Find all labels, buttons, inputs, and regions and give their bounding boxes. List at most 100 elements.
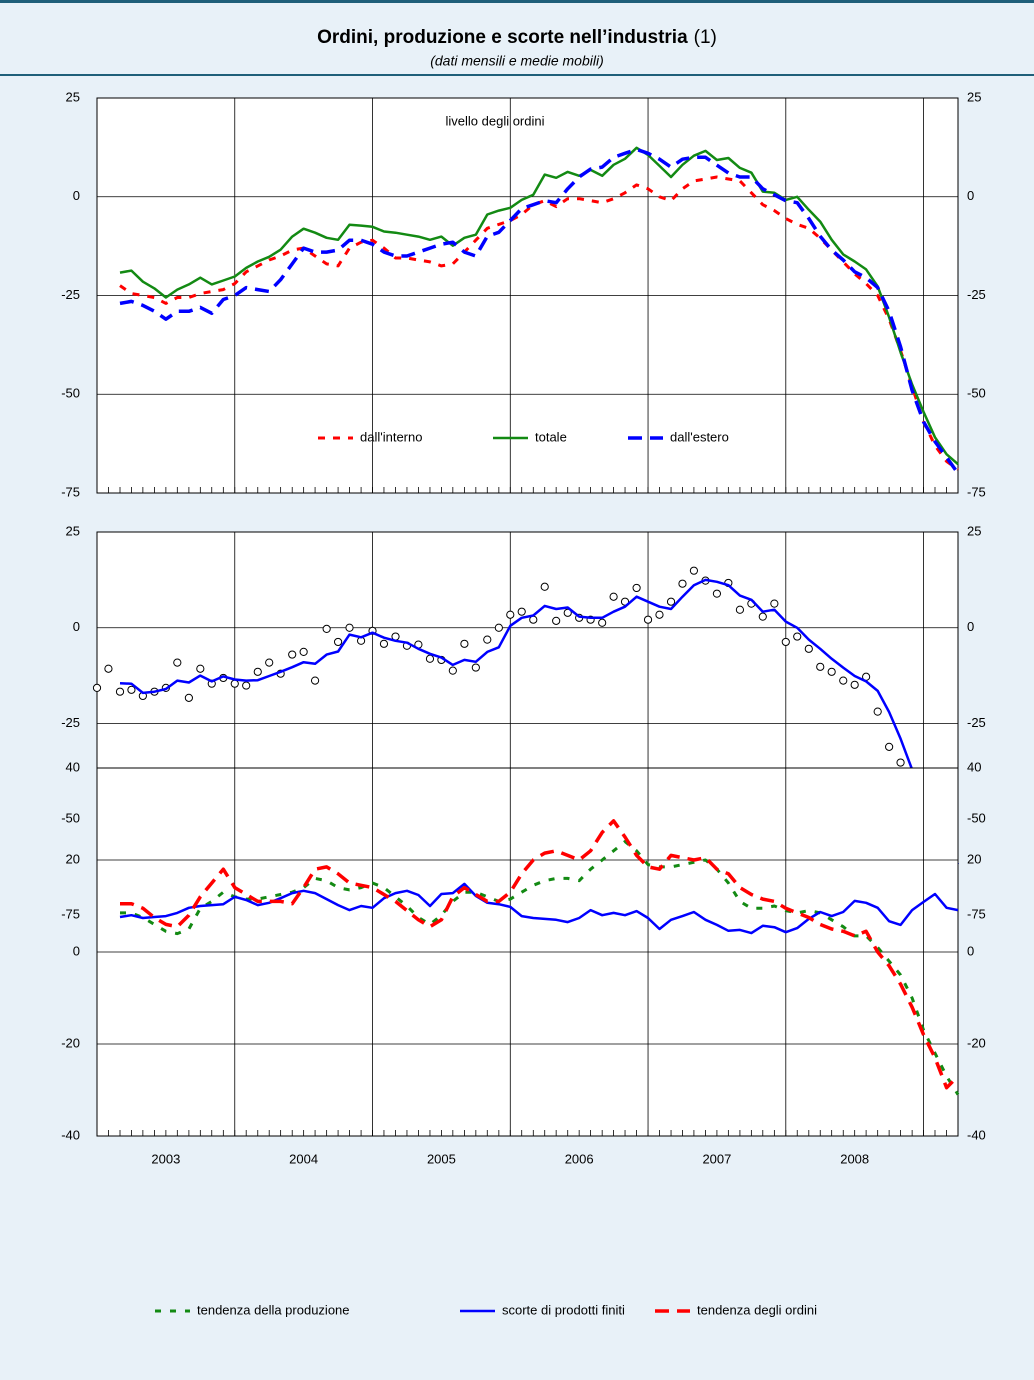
y-tick-label: 25 [66,523,80,538]
y2-tick-label: -75 [967,484,986,499]
x-tick-label: 2004 [289,1151,318,1166]
x-tick-label: 2006 [565,1151,594,1166]
header-rule [0,74,1034,76]
data-point [494,623,503,632]
y2-tick-label: 25 [967,523,981,538]
data-point [196,664,205,673]
y-tick-label: 25 [66,89,80,104]
data-point [735,605,745,614]
data-point [322,624,331,633]
data-point [425,654,435,663]
title-line: Ordini, produzione e scorte nell’industr… [317,27,717,48]
data-point [678,579,687,588]
y2-tick-label: 25 [967,89,981,104]
data-point [885,742,894,751]
y2-tick-label: -25 [967,287,986,302]
legend-label: totale [535,429,567,444]
data-point [333,637,343,647]
data-point [655,610,664,619]
data-point [552,616,561,625]
x-tick-label: 2007 [702,1151,731,1166]
data-point [781,637,790,647]
y-tick-label: -20 [61,1035,80,1050]
series-line [119,882,959,935]
data-point [793,632,802,641]
y2-tick-label: 0 [967,188,974,203]
data-point [598,618,607,627]
data-point [643,615,653,624]
legend-label: tendenza degli ordini [697,1302,817,1317]
data-point [506,610,515,619]
y-tick-label: -50 [61,811,80,826]
data-point [230,679,239,688]
x-tick-label: 2008 [840,1151,869,1166]
data-point [184,693,193,702]
data-point [689,566,699,575]
legend-label: dall'estero [670,429,729,444]
y-tick-label: -25 [61,715,80,730]
y-tick-label: -40 [61,1127,80,1142]
y-tick-label: -75 [61,906,80,921]
y-tick-label: 0 [73,188,80,203]
legend-label: tendenza della produzione [197,1302,350,1317]
top-rule [0,0,1034,3]
plot-frame [96,97,959,494]
data-point [173,658,182,667]
data-point [563,608,572,617]
data-point [850,680,859,689]
x-tick-label: 2005 [427,1151,456,1166]
data-point [770,599,779,608]
data-point [127,685,136,694]
series-line [119,578,960,866]
y2-tick-label: -75 [967,906,986,921]
y2-tick-label: -25 [967,715,986,730]
data-point [265,658,274,667]
data-point [242,681,251,690]
legend-label: scorte di prodotti finiti [502,1302,625,1317]
series-line [120,819,960,1090]
y2-tick-label: 0 [967,619,974,634]
y-tick-label: -75 [61,484,80,499]
data-point [873,707,882,716]
data-point [345,623,354,632]
y2-tick-label: -20 [967,1035,986,1050]
data-point [310,676,320,685]
data-point [460,639,469,648]
title-note: (1) [694,27,717,48]
y-tick-label: 0 [73,943,80,958]
data-point [804,644,813,653]
y2-tick-label: 20 [967,851,981,866]
data-point [632,583,641,593]
y-tick-label: 0 [73,619,80,634]
data-point [471,663,480,672]
data-point [609,592,618,601]
chart-title: Ordini, produzione e scorte nell’industr… [317,27,688,48]
data-point [448,666,457,675]
data-point [758,612,767,621]
data-point [666,597,676,606]
subtitle: (dati mensili e medie mobili) [430,53,604,69]
y2-tick-label: 0 [967,943,974,958]
y-tick-label: -25 [61,287,80,302]
data-point [115,687,125,696]
x-tick-label: 2003 [151,1151,180,1166]
annotation: livello degli ordini [446,113,545,128]
data-point [839,676,848,685]
y-tick-label: -50 [61,386,80,401]
series-line [119,146,959,466]
series-line [119,147,960,475]
y2-tick-label: -50 [967,386,986,401]
data-point [540,582,549,591]
data-point [379,639,389,648]
y2-tick-label: -50 [967,811,986,826]
data-point [92,683,102,692]
data-point [827,667,836,676]
data-point [253,667,262,676]
legend-label: dall'interno [360,429,422,444]
y-tick-label: 20 [66,851,80,866]
y2-tick-label: -40 [967,1127,986,1142]
data-point [299,647,308,656]
data-point [896,758,905,767]
y2-tick-label: 40 [967,759,981,774]
